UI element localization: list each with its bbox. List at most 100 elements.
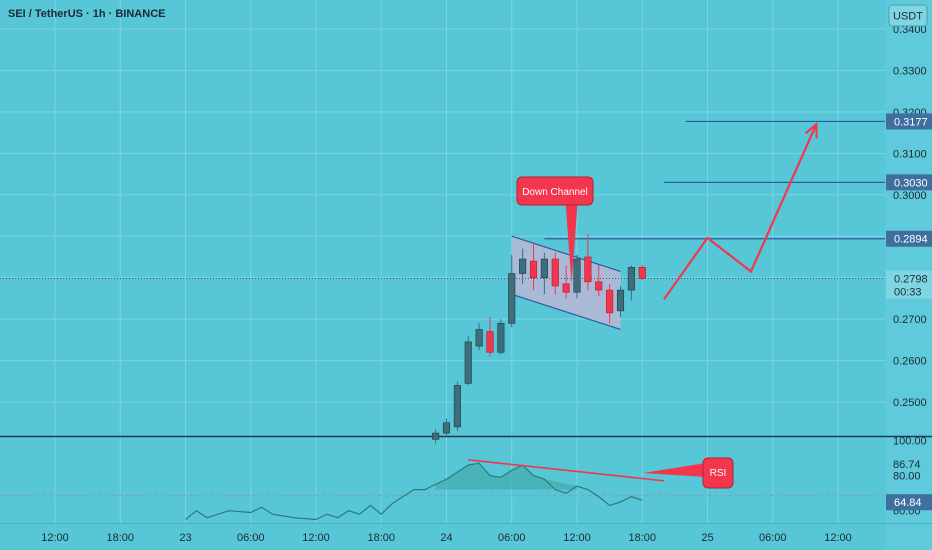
candles xyxy=(432,234,646,444)
price-tick-label: 0.3400 xyxy=(893,24,927,36)
time-tick-label: 24 xyxy=(440,532,452,544)
candle xyxy=(595,265,603,297)
candle xyxy=(562,265,570,299)
currency-label: USDT xyxy=(893,11,923,23)
price-level-tag-box xyxy=(886,113,932,130)
channel-lower-line xyxy=(511,293,621,331)
time-tick-label: 18:00 xyxy=(367,532,395,544)
candle xyxy=(627,265,635,301)
time-axis: 12:00 18:00 23 06:00 12:00 18:00 24 06:00 12:00 1… xyxy=(0,523,932,544)
last-price-value: 0.2798 xyxy=(894,274,928,286)
rsi-tick-label: 86.74 xyxy=(893,459,921,471)
candle xyxy=(540,252,548,295)
price-tick-label: 0.3100 xyxy=(893,148,927,160)
rsi-last-value: 64.84 xyxy=(894,497,922,509)
projection-path xyxy=(663,123,818,300)
time-tick-label: 12:00 xyxy=(302,532,330,544)
rsi-last-tag: 64.84 xyxy=(886,494,932,511)
candle-body xyxy=(562,283,570,293)
price-level-value: 0.3030 xyxy=(894,177,928,189)
rsi-line xyxy=(185,462,643,521)
channel-upper-line xyxy=(511,235,621,273)
time-tick-label: 06:00 xyxy=(237,532,265,544)
candle-body xyxy=(497,322,505,353)
candle xyxy=(638,265,646,280)
rsi-callout-label: RSI xyxy=(710,468,727,479)
time-tick-label: 25 xyxy=(701,532,713,544)
price-level-tag-box xyxy=(886,230,932,247)
rsi-pane: RSI xyxy=(0,457,885,521)
down-channel-box xyxy=(516,176,594,206)
rsi-overbought-fill xyxy=(435,463,577,490)
price-axis: 0.34000.33000.32000.31000.30000.29000.28… xyxy=(886,4,932,518)
price-level-value: 0.3177 xyxy=(894,116,928,128)
currency-badge-box xyxy=(888,4,928,27)
projection-arrow xyxy=(663,122,818,300)
price-level-tag: 0.2894 xyxy=(886,230,932,247)
candle xyxy=(606,283,614,324)
currency-badge: USDT xyxy=(888,4,928,27)
candle-body xyxy=(540,258,548,278)
candle xyxy=(508,254,516,328)
price-level-tag: 0.3177 xyxy=(886,113,932,130)
candle xyxy=(519,248,527,284)
price-level-tag: 0.3030 xyxy=(886,174,932,191)
price-tick-label: 0.2700 xyxy=(893,314,927,326)
rsi-callout: RSI xyxy=(643,457,734,489)
candle xyxy=(529,244,538,291)
candle xyxy=(584,234,592,291)
last-price-countdown: 00:33 xyxy=(894,287,922,299)
time-tick-label: 18:00 xyxy=(628,532,656,544)
down-channel-callout: Down Channel xyxy=(516,176,594,284)
time-tick-label: 18:00 xyxy=(106,532,134,544)
annotations: Down Channel xyxy=(516,176,594,284)
price-tick-label: 0.3300 xyxy=(893,65,927,77)
rsi-callout-box xyxy=(702,457,734,489)
chart-title: SEI / TetherUS · 1h · BINANCE xyxy=(8,8,165,20)
candle-body xyxy=(551,258,559,287)
rsi-callout-pointer xyxy=(643,463,706,477)
candle-body xyxy=(595,281,603,291)
projection-arrowhead xyxy=(804,122,818,139)
rsi-last-tag-box xyxy=(886,494,932,511)
candle xyxy=(573,254,581,299)
candle-body xyxy=(519,258,527,274)
price-level-tag-box xyxy=(886,174,932,191)
candle xyxy=(497,319,505,355)
candle-body xyxy=(573,258,581,293)
candle-body xyxy=(616,289,625,312)
candle xyxy=(432,428,440,444)
candle-body xyxy=(529,260,538,278)
last-price-tag-box xyxy=(886,270,932,299)
candle-body xyxy=(584,256,592,283)
time-tick-label: 06:00 xyxy=(498,532,526,544)
candle-body xyxy=(432,432,440,440)
candle xyxy=(616,285,625,318)
price-levels xyxy=(0,120,885,280)
price-tick-label: 0.2600 xyxy=(893,356,927,368)
rsi-tick-label: 100.00 xyxy=(893,436,927,448)
candle-body xyxy=(627,267,635,291)
price-tick-label: 0.2500 xyxy=(893,397,927,409)
candle xyxy=(551,252,559,295)
candle-body xyxy=(606,289,614,314)
candle-body xyxy=(453,385,461,428)
price-tick-label: 0.3000 xyxy=(893,190,927,202)
time-tick-label: 06:00 xyxy=(759,532,787,544)
rsi-trendline xyxy=(468,459,665,482)
rsi-tick-label: 80.00 xyxy=(893,471,921,483)
time-tick-label: 12:00 xyxy=(563,532,591,544)
down-channel-label: Down Channel xyxy=(522,187,588,198)
candle-body xyxy=(475,329,483,347)
candle-body xyxy=(442,422,451,434)
candle-body xyxy=(486,331,494,353)
time-tick-label: 23 xyxy=(179,532,191,544)
candle xyxy=(486,317,494,357)
candle xyxy=(464,335,472,386)
candle-body xyxy=(508,273,516,324)
